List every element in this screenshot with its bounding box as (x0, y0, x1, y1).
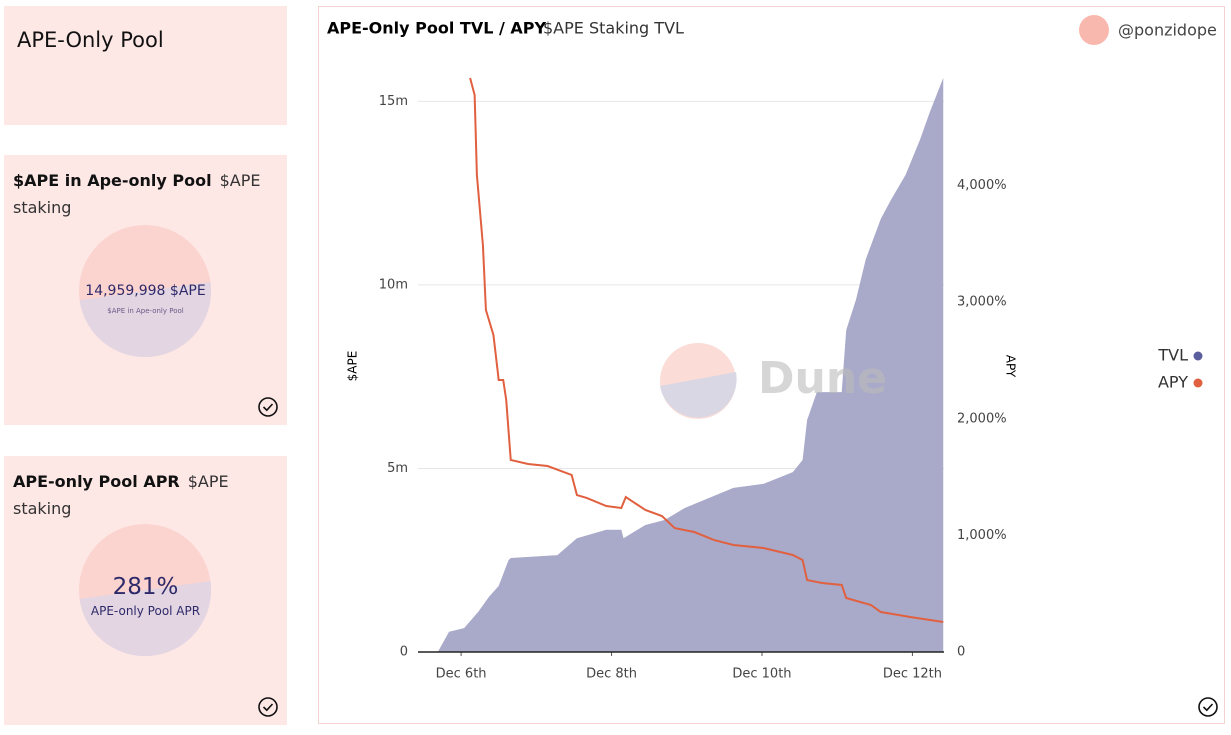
counter-card: APE-only Pool APR $APE staking 281% APE-o… (4, 456, 287, 725)
y-axis-title: $APE (346, 351, 360, 382)
counter-title: APE-only Pool APR (13, 472, 180, 491)
legend-label: TVL (1157, 346, 1188, 365)
legend-swatch (1193, 351, 1203, 361)
y2-axis-title: APY (1004, 355, 1018, 378)
legend-label: APY (1158, 373, 1188, 392)
y-tick-label: 5m (387, 461, 408, 476)
y2-tick-label: 4,000% (957, 178, 1007, 193)
watermark-logo (660, 343, 737, 419)
counter-label: APE-only Pool APR (90, 604, 201, 618)
apy-line (469, 77, 944, 624)
watermark: Dune (758, 353, 887, 404)
y2-tick-label: 1,000% (957, 528, 1007, 543)
chart-panel (318, 6, 1225, 724)
counter-circle (79, 225, 211, 357)
x-tick-label: Dec 10th (732, 667, 791, 682)
y-tick-label: 10m (379, 277, 408, 292)
x-tick-label: Dec 8th (586, 667, 637, 682)
author-avatar (1079, 15, 1109, 45)
counter-header: $APE in Ape-only Pool $APE staking (13, 167, 273, 221)
title-card: APE-Only Pool (4, 6, 287, 125)
check-icon (1198, 697, 1218, 717)
counter-card: $APE in Ape-only Pool $APE staking 14,959… (4, 155, 287, 425)
y2-tick-label: 0 (957, 645, 965, 660)
chart-title: APE-Only Pool TVL / APY (327, 19, 547, 38)
x-tick-label: Dec 6th (436, 667, 487, 682)
counter-subtitle: $APE staking (13, 472, 229, 518)
counter-label: $APE in Ape-only Pool (107, 307, 184, 315)
counter-header: APE-only Pool APR $APE staking (13, 468, 273, 522)
counter-value: 14,959,998 $APE (85, 283, 206, 299)
check-icon (258, 697, 278, 717)
check-icon (258, 397, 278, 417)
page-title: APE-Only Pool (17, 28, 164, 52)
legend-swatch (1193, 378, 1203, 388)
x-tick-label: Dec 12th (883, 667, 942, 682)
counter-circle (79, 524, 211, 656)
counter-title: $APE in Ape-only Pool (13, 171, 212, 190)
y-tick-label: 0 (400, 645, 408, 660)
counter-value: 281% (112, 574, 179, 600)
y2-tick-label: 3,000% (957, 295, 1007, 310)
y-tick-label: 15m (379, 94, 408, 109)
counter-subtitle: $APE staking (13, 171, 261, 217)
tvl-area (437, 77, 944, 653)
author: @ponzidope (1118, 21, 1217, 40)
y2-tick-label: 2,000% (957, 411, 1007, 426)
chart-subtitle: $APE Staking TVL (543, 19, 684, 38)
